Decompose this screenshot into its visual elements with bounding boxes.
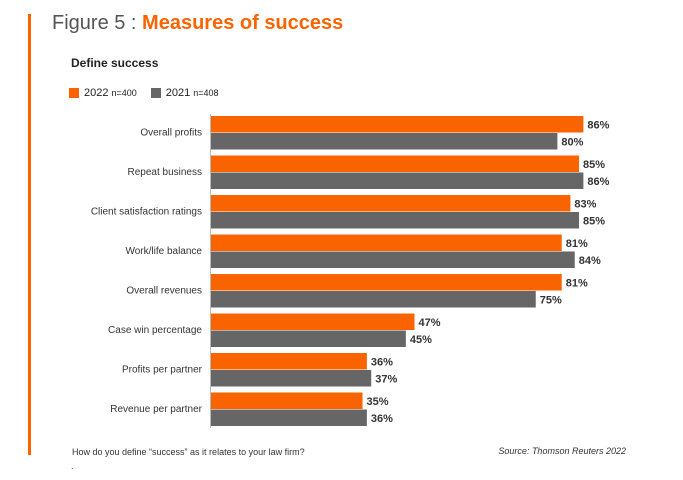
legend-n-2022: n=400 xyxy=(111,88,137,98)
legend-swatch-2022 xyxy=(69,88,79,98)
data-label-2022: 36% xyxy=(371,356,393,368)
data-label-2021: 45% xyxy=(410,334,432,346)
legend-label-2021: 2021 xyxy=(165,87,191,99)
data-label-2021: 86% xyxy=(587,176,609,188)
category-label: Work/life balance xyxy=(125,246,202,257)
data-label-2022: 47% xyxy=(419,317,441,329)
legend-label-2022: 2022 xyxy=(84,87,109,99)
data-label-2021: 80% xyxy=(561,136,583,148)
bar-2021 xyxy=(211,370,372,387)
category-label: Repeat business xyxy=(128,167,203,178)
bar-2022 xyxy=(211,392,363,409)
source-note: Source: Thomson Reuters 2022 xyxy=(498,446,626,456)
footnote-question: How do you define “success” as it relate… xyxy=(72,447,305,457)
category-label: Revenue per partner xyxy=(110,404,202,415)
data-label-2022: 81% xyxy=(566,238,588,250)
data-label-2021: 37% xyxy=(375,373,397,385)
legend-swatch-2021 xyxy=(150,88,161,98)
bar-2021 xyxy=(211,291,536,308)
data-label-2021: 36% xyxy=(371,413,393,425)
data-label-2022: 35% xyxy=(367,396,389,408)
legend-item-2021: 2021 n=408 xyxy=(150,87,219,99)
accent-bar xyxy=(28,14,31,455)
data-label-2022: 85% xyxy=(583,159,605,171)
bar-2022 xyxy=(211,155,580,172)
bar-2021 xyxy=(211,212,580,229)
category-label: Overall profits xyxy=(140,128,202,139)
bar-2022 xyxy=(211,234,562,251)
bar-2021 xyxy=(211,251,575,268)
legend-n-2021: n=408 xyxy=(193,88,219,98)
footnote-dot: . xyxy=(71,461,74,471)
bar-2022 xyxy=(211,353,367,370)
bar-2021 xyxy=(211,172,584,189)
figure-main-title: Measures of success xyxy=(142,12,344,34)
category-label: Overall revenues xyxy=(126,286,202,297)
bar-2022 xyxy=(211,274,562,291)
data-label-2021: 75% xyxy=(540,294,562,306)
data-label-2021: 85% xyxy=(583,215,605,227)
data-label-2022: 86% xyxy=(587,119,609,131)
data-label-2022: 83% xyxy=(574,198,596,210)
bar-2021 xyxy=(211,133,558,150)
category-label: Case win percentage xyxy=(108,325,202,336)
bar-2022 xyxy=(211,116,584,133)
category-label: Client satisfaction ratings xyxy=(91,207,202,218)
legend-item-2022: 2022 n=400 xyxy=(69,87,137,99)
legend: 2022 n=400 2021 n=408 xyxy=(69,87,233,99)
bar-chart: Overall profits 86% 80% Repeat business 85% 8… xyxy=(91,114,610,428)
data-label-2021: 84% xyxy=(579,255,601,267)
bar-2022 xyxy=(211,195,571,212)
chart-subtitle: Define success xyxy=(71,56,159,70)
bar-2021 xyxy=(211,330,406,347)
figure-prefix: Figure 5 : xyxy=(52,12,143,34)
category-label: Profits per partner xyxy=(122,365,203,376)
bar-2021 xyxy=(211,409,367,426)
data-label-2022: 81% xyxy=(566,277,588,289)
bar-2022 xyxy=(211,313,415,330)
figure-title: Figure 5 : Measures of success xyxy=(52,12,343,35)
